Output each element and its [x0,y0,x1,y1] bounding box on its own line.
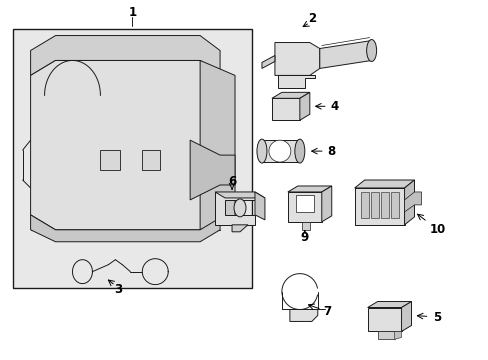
Polygon shape [254,192,264,220]
Polygon shape [367,302,411,307]
Polygon shape [31,215,220,242]
Polygon shape [142,150,160,170]
Polygon shape [215,192,254,225]
Text: 8: 8 [327,145,335,158]
Ellipse shape [268,140,290,162]
Polygon shape [401,302,411,332]
Polygon shape [289,310,317,321]
Ellipse shape [366,40,376,62]
Polygon shape [262,55,274,68]
Polygon shape [190,140,235,200]
Polygon shape [31,36,220,75]
Polygon shape [380,192,388,218]
Polygon shape [271,92,309,98]
Polygon shape [390,192,398,218]
Polygon shape [277,75,314,88]
Text: 9: 9 [300,231,308,244]
Polygon shape [394,332,401,339]
Polygon shape [274,42,319,75]
Polygon shape [232,225,247,232]
Ellipse shape [234,199,245,217]
Text: 2: 2 [307,12,315,25]
Polygon shape [287,192,321,222]
Polygon shape [215,192,264,198]
Polygon shape [367,307,401,332]
Polygon shape [301,222,309,230]
Text: 6: 6 [227,175,236,189]
Polygon shape [100,150,120,170]
Polygon shape [262,140,299,162]
Polygon shape [200,60,235,230]
Text: 1: 1 [128,6,136,19]
Text: 3: 3 [114,283,122,296]
Text: 5: 5 [432,311,441,324]
Polygon shape [299,92,309,120]
Text: 10: 10 [428,223,445,236]
Polygon shape [321,186,331,222]
Polygon shape [295,195,313,212]
Polygon shape [287,186,331,192]
Ellipse shape [256,139,266,163]
Polygon shape [271,98,299,120]
Polygon shape [404,192,421,212]
Polygon shape [404,180,414,225]
Text: 7: 7 [323,305,331,318]
Polygon shape [319,41,371,68]
Polygon shape [370,192,378,218]
Polygon shape [354,188,404,225]
Text: 4: 4 [330,100,338,113]
Polygon shape [354,180,414,188]
Polygon shape [360,192,368,218]
Ellipse shape [294,139,304,163]
Bar [13,28,251,288]
Polygon shape [31,60,220,230]
Polygon shape [377,332,394,339]
